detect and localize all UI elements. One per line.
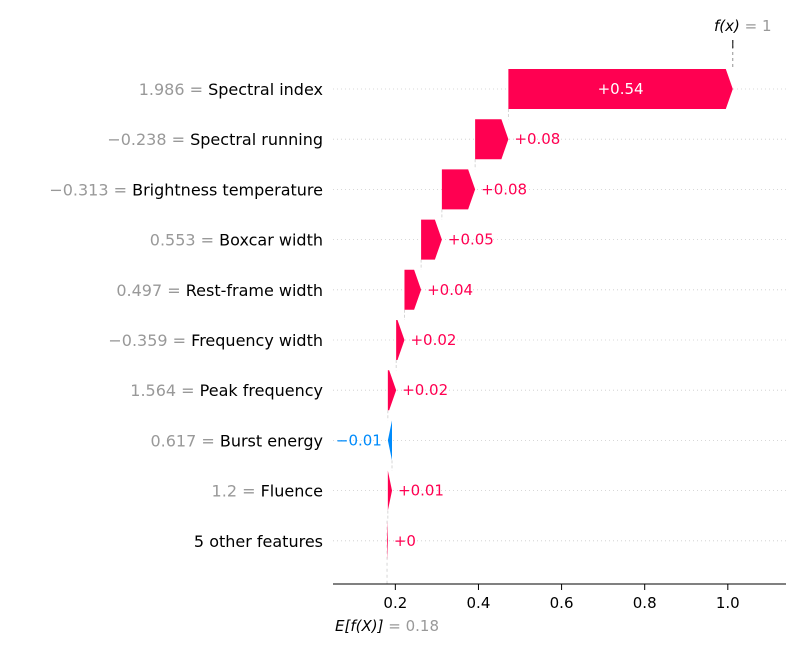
feature-name-text: Frequency width [191,331,323,350]
feature-label-8: 0.617 = Burst energy [150,431,323,450]
feature-name-text: Spectral running [190,130,323,149]
output-value-label: f(x) = 1 [714,17,772,35]
contribution-bars [387,69,733,561]
feature-label-7: 1.564 = Peak frequency [130,381,323,400]
x-tick-label: 0.4 [467,594,491,612]
feature-name-text: Spectral index [208,80,323,99]
reference-lines: f(x) = 1 [386,17,772,584]
feature-label-2: −0.238 = Spectral running [107,130,323,149]
bar-value-label-3: +0.08 [481,180,527,198]
value-annotations: +0.54 +0.08 +0.08 +0.05 +0.04 +0.02 +0.02 −0.01… [336,80,644,550]
x-axis: 0.2 0.4 0.6 0.8 1.0 E[f(X)] = 0.18 [333,583,786,635]
feature-name-text: Fluence [261,482,323,501]
feature-name-text: Boxcar width [219,231,323,250]
bar-value-label-9: +0.01 [398,482,444,500]
bar-10 [387,520,388,561]
base-value-number: = 0.18 [388,617,439,635]
feature-labels: 1.986 = Spectral index −0.238 = Spectral … [49,80,323,551]
x-tick-label: 0.2 [383,594,407,612]
feature-label-3: −0.313 = Brightness temperature [49,180,323,199]
bar-9 [387,470,393,511]
bar-2 [475,119,509,160]
x-tick-label: 0.8 [633,594,657,612]
bar-8 [387,420,393,461]
feature-value-text: −0.313 = [49,180,132,199]
bar-value-label-4: +0.05 [448,231,494,249]
bar-7 [387,370,397,411]
bar-value-label-1: +0.54 [598,80,644,98]
feature-value-text: 1.2 = [212,482,261,501]
bar-value-label-8: −0.01 [336,431,382,449]
feature-name-text: Rest-frame width [186,281,323,300]
feature-value-text: 1.986 = [139,80,208,99]
base-value-expression: E[f(X)] [335,617,388,635]
x-tick-label: 0.6 [550,594,574,612]
feature-name-text: Peak frequency [200,381,323,400]
feature-value-text: 0.553 = [150,231,219,250]
feature-label-6: −0.359 = Frequency width [108,331,323,350]
base-value-label: E[f(X)] = 0.18 [335,617,439,635]
feature-value-text: −0.359 = [108,331,191,350]
bar-value-label-2: +0.08 [514,130,560,148]
row-gridlines [333,88,786,542]
feature-name-text: Brightness temperature [132,180,323,199]
output-value-number: = 1 [745,17,772,35]
bar-1 [508,69,733,109]
output-value-expression: f(x) [714,17,745,35]
bar-value-label-7: +0.02 [402,381,448,399]
feature-label-4: 0.553 = Boxcar width [150,231,323,250]
feature-value-text: 0.617 = [150,431,219,450]
bar-3 [441,169,476,210]
feature-value-text: −0.238 = [107,130,190,149]
feature-value-text: 0.497 = [116,281,185,300]
bar-value-label-5: +0.04 [427,281,473,299]
feature-name-text: Burst energy [220,431,323,450]
feature-label-9: 1.2 = Fluence [212,482,323,501]
bar-5 [404,269,422,310]
bar-6 [396,320,405,360]
feature-name-text: 5 other features [194,532,323,551]
bar-value-label-10: +0 [394,532,416,550]
x-tick-label: 1.0 [716,594,740,612]
feature-label-1: 1.986 = Spectral index [139,80,323,99]
feature-label-10: 5 other features [194,532,323,551]
bar-4 [421,219,442,260]
bar-value-label-6: +0.02 [410,331,456,349]
feature-label-5: 0.497 = Rest-frame width [116,281,323,300]
feature-value-text: 1.564 = [130,381,199,400]
